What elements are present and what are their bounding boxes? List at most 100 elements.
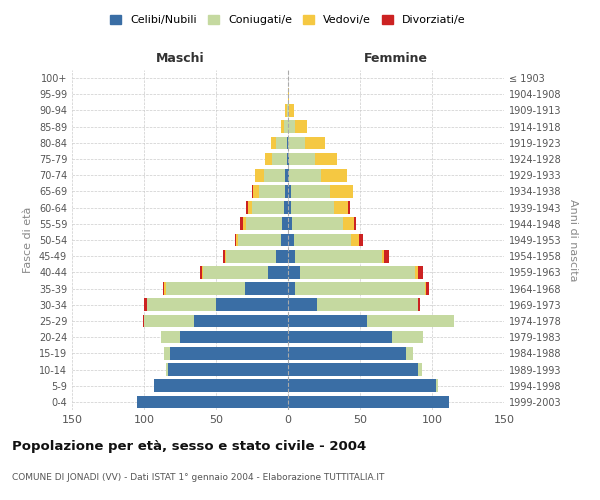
Bar: [268, 266, 288, 278]
Bar: [143, 314, 144, 328]
Bar: [418, 298, 421, 311]
Bar: [352, 234, 359, 246]
Text: Popolazione per età, sesso e stato civile - 2004: Popolazione per età, sesso e stato civil…: [12, 440, 366, 453]
Bar: [288, 169, 289, 181]
Bar: [253, 185, 259, 198]
Bar: [163, 282, 164, 295]
Bar: [288, 218, 292, 230]
Bar: [271, 136, 277, 149]
Bar: [282, 218, 288, 230]
Bar: [166, 282, 245, 295]
Bar: [285, 169, 288, 181]
Bar: [288, 185, 291, 198]
Bar: [288, 298, 317, 311]
Bar: [288, 314, 367, 328]
Bar: [154, 380, 288, 392]
Bar: [259, 185, 285, 198]
Bar: [425, 282, 426, 295]
Y-axis label: Fasce di età: Fasce di età: [23, 207, 33, 273]
Bar: [281, 120, 284, 133]
Bar: [224, 250, 226, 262]
Bar: [288, 88, 289, 101]
Bar: [223, 250, 224, 262]
Bar: [316, 152, 337, 166]
Bar: [238, 234, 281, 246]
Bar: [285, 104, 287, 117]
Bar: [317, 298, 418, 311]
Legend: Celibi/Nubili, Coniugati/e, Vedovi/e, Divorziati/e: Celibi/Nubili, Coniugati/e, Vedovi/e, Di…: [106, 10, 470, 30]
Bar: [436, 380, 438, 392]
Bar: [385, 250, 389, 262]
Bar: [252, 185, 253, 198]
Bar: [289, 169, 321, 181]
Y-axis label: Anni di nascita: Anni di nascita: [568, 198, 578, 281]
Bar: [164, 347, 170, 360]
Bar: [292, 218, 343, 230]
Bar: [294, 234, 352, 246]
Bar: [164, 282, 166, 295]
Bar: [367, 314, 454, 328]
Bar: [321, 169, 347, 181]
Bar: [291, 202, 334, 214]
Bar: [285, 185, 288, 198]
Bar: [354, 218, 356, 230]
Bar: [288, 136, 305, 149]
Bar: [418, 363, 422, 376]
Bar: [169, 363, 288, 376]
Bar: [166, 363, 169, 376]
Bar: [330, 185, 353, 198]
Bar: [426, 282, 429, 295]
Bar: [144, 298, 147, 311]
Bar: [203, 266, 268, 278]
Bar: [288, 104, 289, 117]
Bar: [288, 152, 289, 166]
Bar: [200, 266, 202, 278]
Bar: [334, 202, 349, 214]
Bar: [418, 266, 424, 278]
Bar: [180, 331, 288, 344]
Bar: [299, 266, 415, 278]
Bar: [248, 202, 252, 214]
Bar: [289, 152, 316, 166]
Bar: [202, 266, 203, 278]
Bar: [359, 234, 363, 246]
Bar: [161, 331, 180, 344]
Bar: [288, 120, 295, 133]
Bar: [137, 396, 288, 408]
Bar: [288, 363, 418, 376]
Bar: [288, 396, 449, 408]
Bar: [291, 185, 330, 198]
Bar: [284, 120, 288, 133]
Bar: [147, 298, 216, 311]
Bar: [288, 234, 294, 246]
Bar: [289, 104, 294, 117]
Bar: [295, 282, 425, 295]
Bar: [287, 152, 288, 166]
Bar: [305, 136, 325, 149]
Bar: [272, 152, 287, 166]
Bar: [349, 202, 350, 214]
Bar: [241, 218, 244, 230]
Bar: [277, 136, 287, 149]
Bar: [415, 266, 418, 278]
Bar: [265, 152, 272, 166]
Bar: [295, 120, 307, 133]
Bar: [277, 250, 288, 262]
Bar: [288, 282, 295, 295]
Bar: [194, 314, 288, 328]
Text: Femmine: Femmine: [364, 52, 428, 65]
Bar: [287, 104, 288, 117]
Bar: [392, 331, 424, 344]
Bar: [382, 250, 385, 262]
Bar: [236, 234, 238, 246]
Bar: [288, 347, 406, 360]
Bar: [216, 298, 288, 311]
Bar: [255, 169, 263, 181]
Bar: [245, 282, 288, 295]
Bar: [288, 380, 436, 392]
Bar: [288, 266, 299, 278]
Bar: [144, 314, 194, 328]
Bar: [284, 202, 288, 214]
Bar: [288, 331, 392, 344]
Text: Maschi: Maschi: [155, 52, 205, 65]
